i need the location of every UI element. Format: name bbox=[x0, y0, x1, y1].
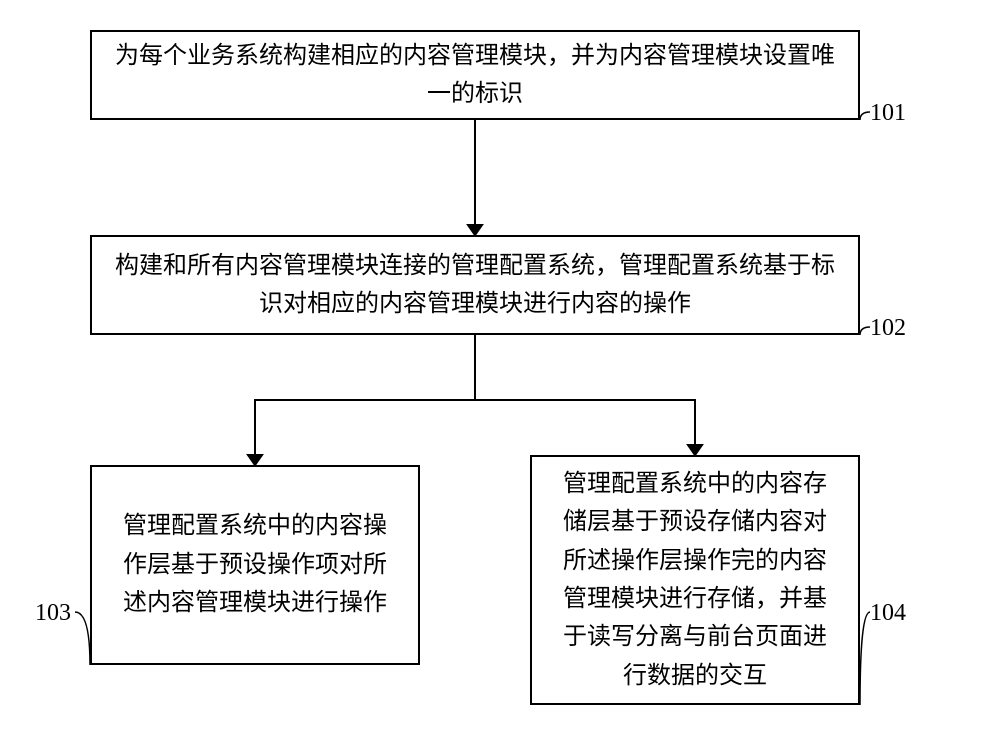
edge-n2-n4 bbox=[0, 0, 1000, 750]
flowchart-canvas: 为每个业务系统构建相应的内容管理模块，并为内容管理模块设置唯一的标识101构建和… bbox=[0, 0, 1000, 750]
